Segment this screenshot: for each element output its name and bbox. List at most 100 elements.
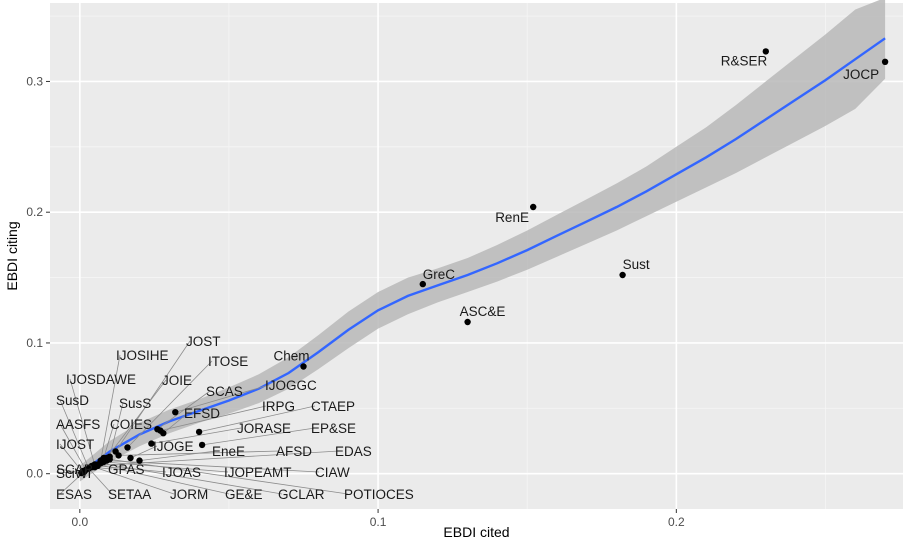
label-leader-line: [59, 468, 82, 474]
y-tick-label: 0.0: [26, 467, 43, 481]
point-label: SCAP: [56, 462, 93, 477]
point-label: IJOSDAWE: [66, 372, 136, 387]
data-point: [530, 203, 537, 211]
data-point: [81, 468, 88, 475]
point-label: GPAS: [108, 462, 145, 477]
data-point: [136, 457, 143, 464]
point-label: IJOGE: [153, 439, 194, 454]
label-leader-line: [103, 423, 115, 459]
point-label: GCLAR: [278, 487, 325, 502]
point-label: ASC&E: [460, 304, 506, 319]
x-tick-label: 0.2: [668, 515, 685, 529]
point-label: JORASE: [237, 421, 291, 436]
data-point: [172, 409, 179, 416]
data-point: [300, 363, 307, 370]
y-axis-ticks: 0.0 0.1 0.2 0.3: [26, 74, 50, 481]
point-label: AFSD: [276, 444, 312, 459]
label-leader-line: [163, 412, 189, 434]
label-leader-line: [59, 443, 84, 473]
y-tick-label: 0.3: [26, 74, 43, 88]
x-axis-label: EBDI cited: [443, 524, 509, 540]
point-label: CIAW: [315, 465, 350, 480]
point-label: GreC: [423, 267, 456, 282]
smooth-fit-line: [79, 37, 886, 475]
label-leader-line: [127, 360, 213, 448]
data-point: [106, 456, 113, 463]
x-tick-label: 0.0: [71, 515, 88, 529]
data-point: [762, 48, 769, 55]
point-label: POTIOCES: [344, 487, 414, 502]
label-leader-line: [88, 468, 113, 495]
label-leader-line: [175, 384, 270, 413]
points: [78, 48, 889, 477]
point-label: EDAS: [335, 444, 372, 459]
label-leader-line: [69, 378, 96, 465]
point-label: RenE: [495, 210, 529, 225]
point-label: IJOSIHE: [116, 348, 169, 363]
data-point: [195, 428, 203, 436]
point-label: SusS: [119, 396, 151, 411]
point-label: ESAS: [56, 487, 92, 502]
point-label: IJOAS: [162, 465, 201, 480]
point-label: SusD: [56, 393, 89, 408]
data-point: [148, 440, 155, 447]
label-leader-line: [94, 466, 175, 495]
label-leader-line: [151, 427, 242, 444]
point-labels: JOCP R&SER RenE Sust GreC ASC&E Chem JOST ITOSE I…: [56, 53, 879, 502]
point-label: JOIE: [162, 373, 192, 388]
data-point: [198, 441, 206, 449]
data-point: [881, 58, 889, 65]
point-label: CTAEP: [311, 399, 355, 414]
label-leader-line: [118, 450, 281, 456]
data-point: [419, 280, 426, 288]
point-label: R&SER: [721, 53, 768, 68]
point-label: JOST: [186, 334, 221, 349]
fit-line-layer: [79, 37, 886, 475]
point-label: EFSD: [184, 406, 220, 421]
y-axis-label: EBDI citing: [4, 221, 20, 290]
label-leader-line: [59, 423, 87, 470]
point-label: JOCP: [843, 67, 879, 82]
label-leader-line: [115, 340, 191, 452]
label-leader-line: [97, 464, 230, 495]
label-leader-line: [100, 462, 283, 495]
point-label: SETAA: [108, 487, 151, 502]
data-point: [124, 444, 131, 451]
point-label: JORM: [170, 487, 208, 502]
label-leader-line: [202, 427, 316, 446]
point-label: COIES: [110, 417, 152, 432]
x-tick-label: 0.1: [370, 515, 387, 529]
point-label: EneE: [212, 444, 245, 459]
label-leader-line: [160, 405, 267, 431]
data-point: [97, 460, 104, 467]
label-leader-line: [199, 405, 316, 433]
data-point: [115, 452, 122, 459]
point-label: IJOST: [56, 437, 94, 452]
data-point: [157, 427, 164, 434]
point-label: Sust: [623, 257, 650, 272]
label-leader-line: [91, 450, 340, 467]
point-label: SciWI: [56, 466, 91, 481]
label-leader-line: [106, 460, 320, 473]
label-leader-line: [59, 399, 90, 469]
point-label: GE&E: [225, 487, 263, 502]
y-tick-label: 0.2: [26, 205, 43, 219]
label-leader-line: [100, 354, 121, 461]
x-axis-ticks: 0.0 0.1 0.2: [71, 509, 685, 529]
y-tick-label: 0.1: [26, 336, 43, 350]
point-label: AASFS: [56, 417, 100, 432]
leader-lines: [59, 340, 349, 495]
point-label: EP&SE: [311, 421, 356, 436]
data-point: [464, 318, 471, 326]
point-label: SCAS: [206, 384, 243, 399]
label-leader-line: [109, 402, 124, 457]
point-label: IJOGGC: [265, 378, 317, 393]
label-leader-line: [109, 458, 349, 495]
point-label: IJOPEAMT: [224, 465, 292, 480]
point-label: IRPG: [262, 399, 295, 414]
label-leader-line: [157, 390, 211, 430]
label-leader-line: [106, 379, 167, 459]
label-leader-line: [130, 445, 158, 459]
